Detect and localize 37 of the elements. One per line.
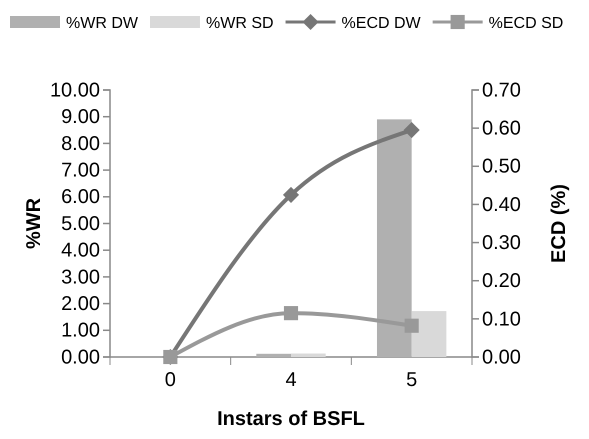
y-tick-label: 5.00	[61, 212, 100, 235]
point	[404, 318, 419, 333]
x-tick-label: 4	[285, 369, 297, 391]
legend-label: %WR SD	[206, 15, 274, 32]
y2-tick-label: 0.30	[482, 232, 521, 254]
point	[404, 122, 420, 138]
x-axis-title: Instars of BSFL	[217, 408, 365, 430]
x-tick-label: 5	[406, 369, 418, 391]
y-tick-label: 1.00	[61, 320, 100, 342]
legend-label: %WR DW	[66, 15, 139, 32]
y-tick-label: 6.00	[61, 186, 100, 208]
y-tick-label: 10.00	[50, 79, 100, 102]
y2-axis-title: ECD (%)	[548, 184, 570, 263]
y2-tick-label: 0.60	[482, 118, 521, 140]
point	[284, 306, 298, 320]
y-tick-label: 9.00	[61, 106, 100, 128]
y-tick-label: 4.00	[61, 240, 100, 262]
point	[282, 186, 300, 203]
y2-tick-label: 0.70	[482, 79, 521, 102]
y-tick-label: 7.00	[61, 160, 100, 182]
y2-tick-label: 0.40	[482, 194, 521, 216]
legend-label: %ECD SD	[488, 15, 564, 32]
y-axis-title: %WR	[23, 197, 45, 250]
x-tick-label: 0	[164, 369, 176, 391]
y-tick-label: 3.00	[61, 266, 100, 288]
bar	[412, 311, 446, 357]
y2-tick-label: 0.10	[482, 308, 521, 330]
bar	[376, 119, 412, 357]
y-tick-label: 8.00	[61, 132, 100, 155]
y2-tick-label: 0.50	[482, 156, 521, 178]
y2-tick-label: 0.00	[482, 346, 521, 368]
bar	[256, 354, 291, 357]
y-tick-label: 0.00	[61, 346, 100, 368]
legend-label: %ECD DW	[342, 15, 422, 32]
bar	[291, 354, 326, 357]
y-tick-label: 2.00	[61, 293, 100, 315]
y2-tick-label: 0.20	[482, 270, 521, 292]
